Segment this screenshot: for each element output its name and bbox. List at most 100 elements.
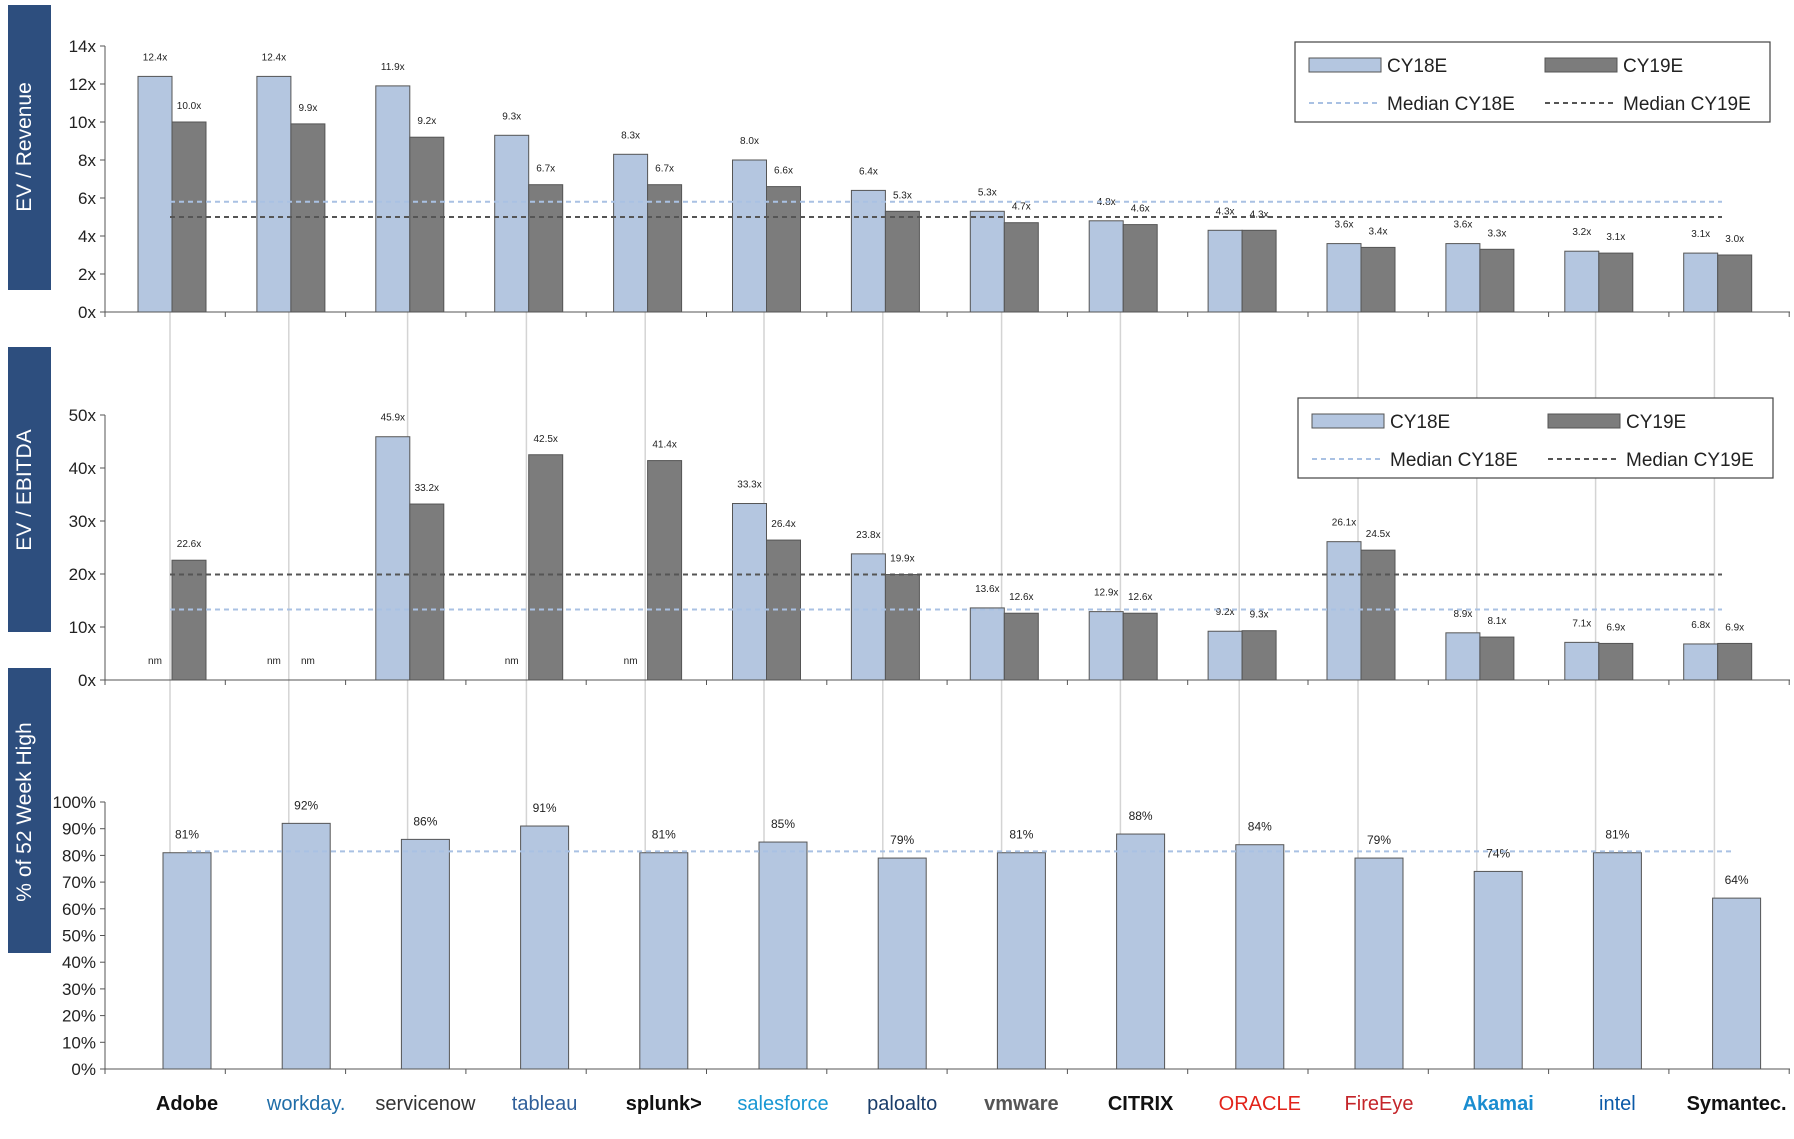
bar-cy18e — [1326, 243, 1362, 313]
y-tick-label: 40x — [69, 459, 97, 478]
bar-cy19e — [766, 186, 801, 313]
data-label-cy18e: 3.6x — [1335, 220, 1354, 231]
bar-cy18e — [1088, 611, 1124, 681]
y-tick-label: 10x — [69, 113, 97, 132]
data-label-pct: 88% — [1129, 809, 1153, 823]
bar-cy19e — [1479, 248, 1515, 313]
bar-cy19e — [528, 184, 564, 313]
y-tick-label: 20% — [62, 1007, 96, 1026]
legend-label-median-cy19e: Median CY19E — [1623, 94, 1751, 115]
legend-swatch-cy18e — [1308, 57, 1382, 73]
data-label-cy19e: 3.0x — [1725, 234, 1744, 245]
data-label-cy19e: 10.0x — [177, 101, 201, 112]
data-label-cy19e: 42.5x — [533, 434, 557, 445]
bar-cy18e — [1564, 250, 1600, 313]
data-label-cy19e: 33.2x — [415, 483, 439, 494]
bar-pct-52wk-high — [281, 822, 331, 1070]
data-label-cy18e: 12.4x — [262, 52, 286, 63]
data-label-cy18e: 4.3x — [1216, 206, 1235, 217]
data-label-pct: 92% — [294, 798, 318, 812]
y-tick-label: 0x — [78, 303, 96, 322]
bar-cy18e — [137, 75, 173, 313]
bar-cy19e — [1598, 642, 1634, 681]
company-name-0: Adobe — [156, 1093, 218, 1115]
bar-cy18e — [1683, 252, 1719, 313]
data-label-cy19e: 4.7x — [1012, 202, 1031, 213]
y-tick-label: 90% — [62, 820, 96, 839]
data-label-pct: 81% — [652, 828, 676, 842]
data-label-cy19e: nm — [301, 656, 315, 667]
y-tick-label: 4x — [78, 227, 96, 246]
bar-pct-52wk-high — [1354, 857, 1404, 1070]
data-label-cy18e: nm — [148, 656, 162, 667]
data-label-cy18e: 6.4x — [859, 166, 878, 177]
company-name-13: Symantec. — [1687, 1093, 1787, 1115]
legend-label-cy19e: CY19E — [1626, 412, 1686, 433]
y-tick-label: 14x — [69, 37, 97, 56]
data-label-cy18e: 12.9x — [1094, 588, 1118, 599]
legend-box — [1294, 41, 1771, 123]
data-label-cy19e: 6.6x — [774, 166, 793, 177]
y-tick-label: 20x — [69, 565, 97, 584]
data-label-pct: 81% — [1605, 828, 1629, 842]
legend-swatch-cy19e — [1544, 57, 1618, 73]
data-label-cy19e: 12.6x — [1009, 592, 1033, 603]
data-label-pct: 85% — [771, 817, 795, 831]
bar-cy19e — [1479, 636, 1515, 681]
legend-label-cy18e: CY18E — [1387, 56, 1447, 77]
company-name-9: ORACLE — [1219, 1093, 1301, 1115]
bar-cy19e — [1241, 630, 1277, 681]
bar-cy18e — [732, 503, 767, 681]
y-tick-label: 6x — [78, 189, 96, 208]
bar-cy19e — [1717, 254, 1753, 313]
bar-pct-52wk-high — [758, 841, 808, 1070]
legend-label-median-cy18e: Median CY18E — [1390, 450, 1518, 471]
company-name-5: salesforce — [737, 1093, 828, 1115]
data-label-cy18e: 23.8x — [856, 530, 880, 541]
bar-cy19e — [647, 460, 683, 681]
data-label-cy18e: 11.9x — [381, 62, 405, 73]
bar-cy18e — [256, 75, 292, 313]
bar-cy19e — [1241, 229, 1277, 313]
data-label-cy18e: 33.3x — [737, 480, 761, 491]
data-label-pct: 74% — [1486, 846, 1510, 860]
y-tick-label: 70% — [62, 873, 96, 892]
data-label-cy19e: 6.9x — [1725, 622, 1744, 633]
data-label-cy18e: nm — [267, 656, 281, 667]
legend-box — [1297, 397, 1774, 479]
company-name-7: vmware — [984, 1093, 1059, 1115]
legend-label-median-cy19e: Median CY19E — [1626, 450, 1754, 471]
data-label-pct: 81% — [175, 828, 199, 842]
bar-pct-52wk-high — [1712, 897, 1762, 1070]
data-label-cy19e: 41.4x — [652, 440, 676, 451]
bar-cy18e — [494, 134, 530, 313]
data-label-cy18e: 3.1x — [1691, 229, 1710, 240]
bar-cy18e — [1445, 632, 1481, 681]
week-high-tab — [8, 668, 51, 953]
bar-cy19e — [884, 574, 920, 681]
bar-cy19e — [1003, 222, 1039, 313]
bar-cy18e — [375, 85, 411, 313]
company-name-6: paloalto — [867, 1093, 937, 1115]
data-label-cy18e: 13.6x — [975, 584, 999, 595]
bar-cy18e — [969, 607, 1005, 681]
data-label-cy18e: 9.2x — [1216, 607, 1235, 618]
data-label-cy18e: 3.2x — [1572, 227, 1591, 238]
bar-cy18e — [1564, 641, 1600, 681]
y-tick-label: 30% — [62, 980, 96, 999]
data-label-cy19e: 3.4x — [1369, 226, 1388, 237]
data-label-cy19e: 4.3x — [1250, 209, 1269, 220]
bar-cy18e — [850, 189, 886, 313]
data-label-cy18e: 5.3x — [978, 187, 997, 198]
y-tick-label: 40% — [62, 953, 96, 972]
company-name-2: servicenow — [375, 1093, 476, 1115]
company-name-4: splunk> — [626, 1093, 702, 1115]
data-label-cy18e: 7.1x — [1572, 618, 1591, 629]
data-label-cy19e: 9.3x — [1250, 610, 1269, 621]
data-label-cy19e: 9.2x — [417, 116, 436, 127]
data-label-cy19e: 4.6x — [1131, 204, 1150, 215]
data-label-cy19e: 3.1x — [1606, 232, 1625, 243]
bar-cy19e — [1598, 252, 1634, 313]
bar-cy18e — [1445, 243, 1481, 313]
bar-pct-52wk-high — [877, 857, 927, 1070]
